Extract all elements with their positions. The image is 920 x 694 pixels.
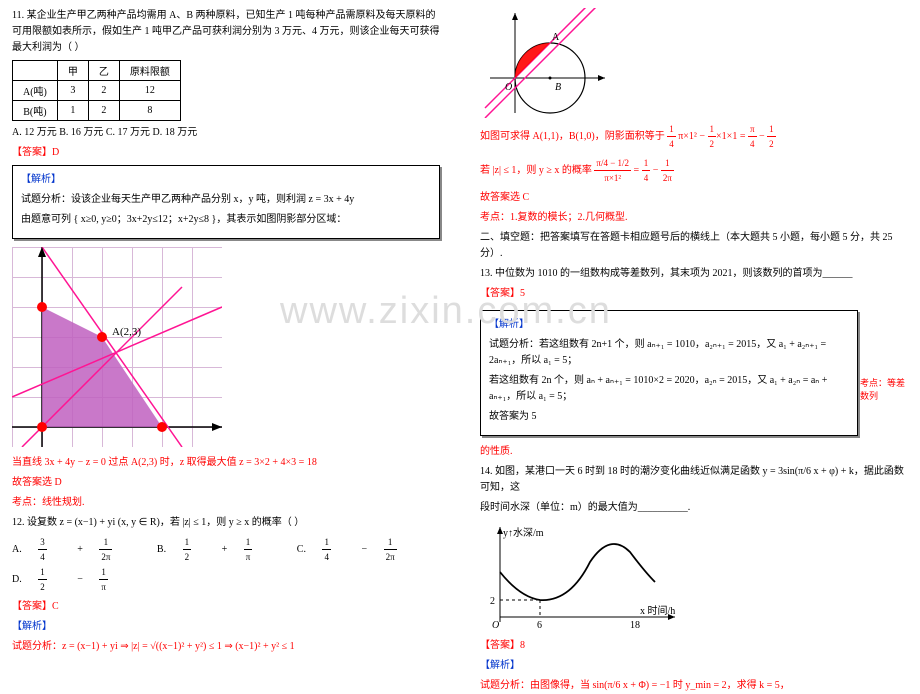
r-red1: 若 |z| ≤ 1，则 y ≥ x 的概率 π/4 − 1/2π×1² = 14… [480, 156, 908, 186]
frac-d: 4 [38, 550, 47, 564]
frac-d: 2 [38, 580, 47, 594]
circle-label-B: B [555, 82, 561, 93]
q12-line1: 试题分析：z = (x−1) + yi ⇒ |z| = √((x−1)² + y… [12, 639, 440, 655]
q13-box-a: 试题分析：若这组数有 2n+1 个，则 aₙ₊₁ = 1010，a₂ₙ₊₁ = … [489, 337, 849, 369]
wave-xlabel: x 时间/h [640, 604, 675, 617]
q13-solution-box: 【解析】 试题分析：若这组数有 2n+1 个，则 aₙ₊₁ = 1010，a₂ₙ… [480, 310, 858, 436]
frac-d: π [244, 550, 253, 564]
q11-solution-box: 【解析】 试题分析：设该企业每天生产甲乙两种产品分别 x，y 吨，则利润 z =… [12, 165, 440, 239]
table-cell: 乙 [88, 61, 119, 81]
wave-x18: 18 [630, 620, 640, 631]
table-cell: 12 [119, 81, 180, 101]
wave-O: O [492, 620, 499, 631]
frac-n: 1 [183, 535, 192, 550]
q11-options: A. 12 万元 B. 16 万元 C. 17 万元 D. 18 万元 [12, 125, 440, 141]
q13-kaodian-b: 的性质. [480, 444, 908, 460]
q14-line: 试题分析：由图像得，当 sin(π/6 x + Φ) = −1 时 y_min … [480, 678, 908, 694]
opt-label: D. [12, 574, 24, 585]
section2-title: 二、填空题：把答案填写在答题卡相应题号后的横线上（本大题共 5 小题，每小题 5… [480, 230, 908, 262]
r-line1: 如图可求得 A(1,1)，B(1,0)，阴影面积等于 14 π×1² − (1/… [480, 122, 908, 152]
left-column: 11. 某企业生产甲乙两种产品均需用 A、B 两种原料，已知生产 1 吨每种产品… [0, 0, 460, 651]
right-column: A O B 如图可求得 A(1,1)，B(1,0)，阴影面积等于 14 π×1²… [460, 0, 920, 651]
q14-jiexi: 【解析】 [480, 658, 908, 674]
q12-text: 12. 设复数 z = (x−1) + yi (x, y ∈ R)，若 |z| … [12, 515, 440, 531]
op: − [359, 544, 370, 555]
q14-wave-diagram: y↑水深/m 2 6 18 x 时间/h O [480, 522, 680, 632]
opt-label: C. [297, 544, 309, 555]
q12-optC: C. 14 − 12π [297, 544, 425, 555]
frac-n: 3 [38, 535, 47, 550]
q11-kaodian: 考点：线性规划. [12, 495, 440, 511]
frac-d: π [99, 580, 108, 594]
q11-feasible-region-chart: A(2,3) [12, 247, 222, 447]
text-span: 如图可求得 A(1,1)，B(1,0)，阴影面积等于 [480, 131, 667, 142]
r-red2: 故答案选 C [480, 190, 908, 206]
q11-text: 11. 某企业生产甲乙两种产品均需用 A、B 两种原料，已知生产 1 吨每种产品… [12, 8, 440, 56]
chart-point-label: A(2,3) [112, 326, 141, 338]
q11-sol-line1: 试题分析：设该企业每天生产甲乙两种产品分别 x，y 吨，则利润 z = 3x +… [21, 192, 431, 208]
frac-d: 4 [322, 550, 331, 564]
frac-n: 1 [99, 535, 112, 550]
q11-jiexi-label: 【解析】 [21, 172, 431, 188]
q11-red1: 当直线 3x + 4y − z = 0 过点 A(2,3) 时，z 取得最大值 … [12, 455, 440, 471]
q11-red2: 故答案选 D [12, 475, 440, 491]
q12-optB: B. 12 + 1π [157, 544, 280, 555]
q14-text-a: 14. 如图，某港口一天 6 时到 18 时的潮汐变化曲线近似满足函数 y = … [480, 464, 908, 496]
table-cell: 1 [57, 101, 88, 121]
frac-n: 1 [322, 535, 331, 550]
text-span: 若 |z| ≤ 1，则 y ≥ x 的概率 [480, 165, 594, 176]
circle-label-A: A [552, 32, 560, 43]
q12-optA: A. 34 + 12π [12, 544, 140, 555]
feasible-region-svg: A(2,3) [12, 247, 222, 447]
q11-sol-line2: 由题意可列 { x≥0, y≥0；3x+2y≤12；x+2y≤8 }，其表示如图… [21, 212, 431, 228]
q12-jiexi: 【解析】 [12, 619, 440, 635]
q14-answer: 【答案】8 [480, 638, 908, 654]
wave-y2: 2 [490, 596, 495, 607]
frac-d: 2π [384, 550, 397, 564]
frac-d: 2 [183, 550, 192, 564]
table-cell: 8 [119, 101, 180, 121]
q11-answer: 【答案】D [12, 145, 440, 161]
table-cell: A(吨) [13, 81, 58, 101]
q11-table: 甲 乙 原料限额 A(吨) 3 2 12 B(吨) 1 2 8 [12, 60, 181, 121]
q13-box-c: 故答案为 5 [489, 409, 849, 425]
q13-kaodian: 考点：等差数列 [860, 376, 908, 402]
r-kd1: 考点：1.复数的模长；2.几何概型. [480, 210, 908, 226]
q12-options: A. 34 + 12π B. 12 + 1π C. 14 − 12π D. 12… [12, 535, 440, 595]
table-cell [13, 61, 58, 81]
frac-d: 2π [99, 550, 112, 564]
op: + [219, 544, 230, 555]
table-cell: 2 [88, 81, 119, 101]
q13-text: 13. 中位数为 1010 的一组数构成等差数列，其末项为 2021，则该数列的… [480, 266, 908, 282]
q12-optD: D. 12 − 1π [12, 574, 136, 585]
circle-label-O: O [505, 82, 512, 93]
wave-x6: 6 [537, 620, 542, 631]
wave-ylabel: y↑水深/m [503, 527, 544, 539]
q13-answer: 【答案】5 [480, 286, 908, 302]
table-cell: 甲 [57, 61, 88, 81]
q13-box-b: 若这组数有 2n 个，则 aₙ + aₙ₊₁ = 1010×2 = 2020，a… [489, 373, 849, 405]
frac-n: 1 [384, 535, 397, 550]
q12-circle-diagram: A O B [480, 8, 610, 118]
q14-text-b: 段时间水深（单位：m）的最大值为__________. [480, 500, 908, 516]
frac-n: 1 [99, 565, 108, 580]
opt-label: A. [12, 544, 24, 555]
table-cell: 3 [57, 81, 88, 101]
table-cell: 2 [88, 101, 119, 121]
q13-jiexi-label: 【解析】 [489, 317, 849, 333]
op: + [75, 544, 86, 555]
frac-n: 1 [244, 535, 253, 550]
q12-answer: 【答案】C [12, 599, 440, 615]
table-cell: B(吨) [13, 101, 58, 121]
opt-label: B. [157, 544, 169, 555]
frac-n: 1 [38, 565, 47, 580]
op: − [75, 574, 86, 585]
table-cell: 原料限额 [119, 61, 180, 81]
